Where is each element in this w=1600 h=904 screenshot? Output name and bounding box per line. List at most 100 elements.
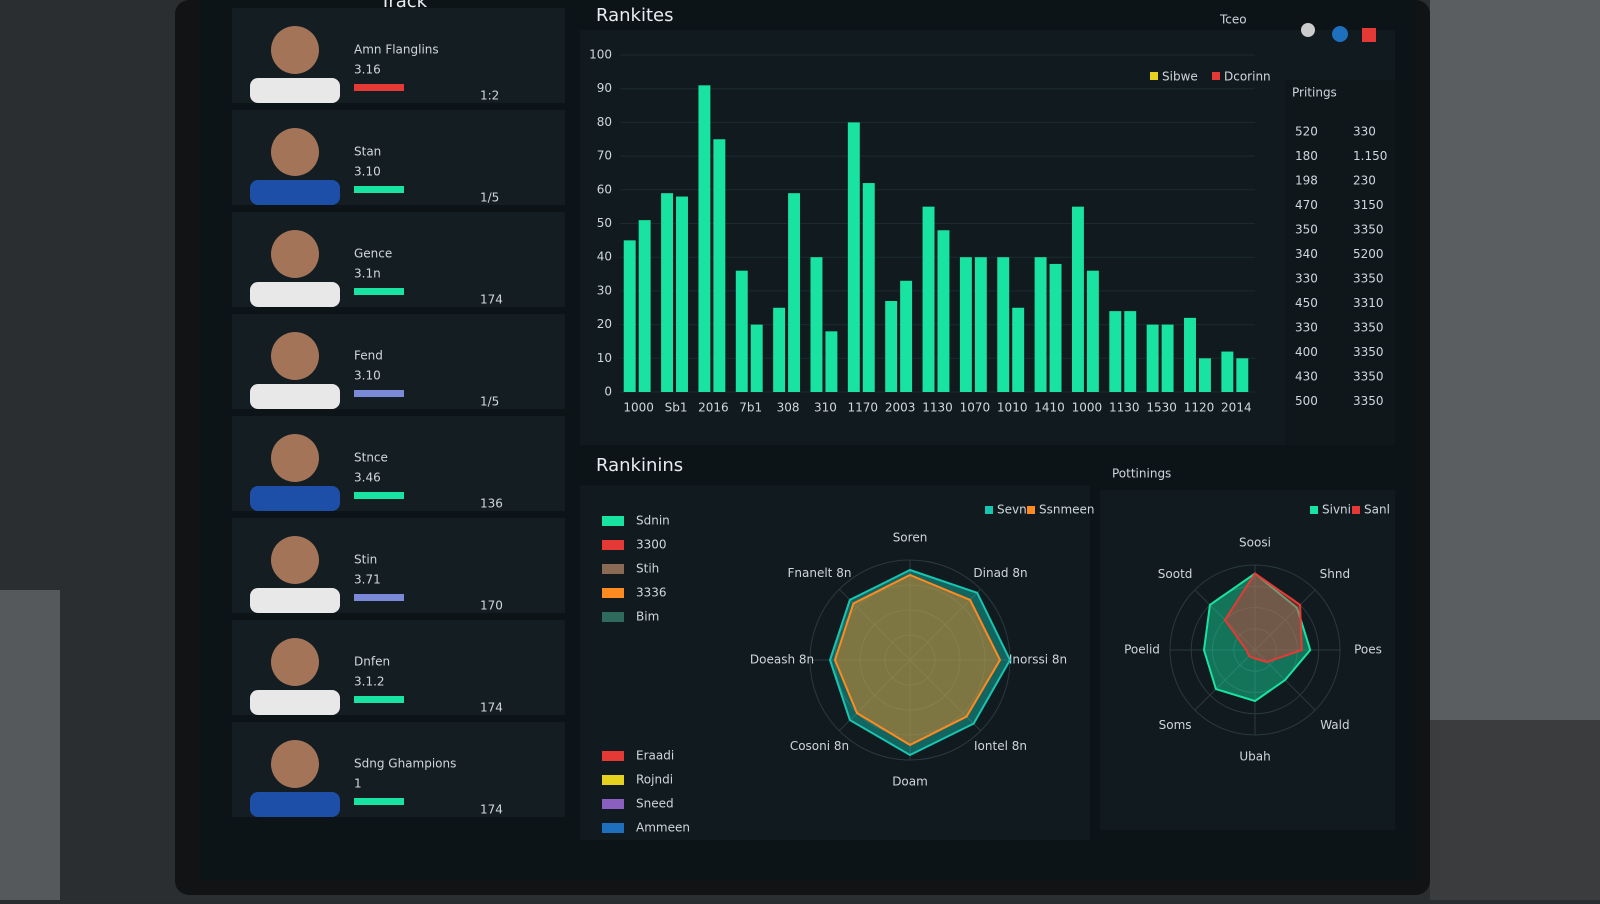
legend-swatch xyxy=(1150,72,1158,80)
player-score: 174 xyxy=(480,803,503,817)
bar xyxy=(862,183,875,392)
radar-area xyxy=(1223,572,1303,664)
icon[interactable] xyxy=(1332,26,1348,42)
y-tick-label: 10 xyxy=(597,351,612,365)
table-cell: 198 xyxy=(1295,174,1318,188)
player-photo-shirt xyxy=(250,792,340,817)
bar xyxy=(1109,311,1122,392)
icon[interactable] xyxy=(1301,23,1315,37)
y-tick-label: 80 xyxy=(597,115,612,129)
radar-axis-label: Fnanelt 8n xyxy=(788,566,852,580)
legend-label: Sivni xyxy=(1322,503,1351,517)
legend-label: Rojndi xyxy=(636,773,673,787)
user-name: Tceo xyxy=(1219,13,1247,27)
player-photo xyxy=(271,434,319,482)
player-rating: 3.46 xyxy=(354,471,381,485)
table-cell: 3350 xyxy=(1353,321,1384,335)
radar-axis-label: Iontel 8n xyxy=(974,739,1027,753)
radar-spoke xyxy=(1194,649,1256,711)
x-tick-label: 2014 xyxy=(1221,401,1252,415)
bar xyxy=(1034,257,1047,392)
legend-label: Sdnin xyxy=(636,514,670,528)
icon[interactable] xyxy=(1362,28,1376,42)
player-score: 174 xyxy=(480,293,503,307)
radar-axis-label: Shnd xyxy=(1320,567,1350,581)
legend-swatch xyxy=(602,799,624,809)
table-cell: 520 xyxy=(1295,125,1318,139)
player-rating: 3.71 xyxy=(354,573,381,587)
legend-swatch xyxy=(985,506,993,514)
radar-axis-label: Doam xyxy=(892,775,928,789)
player-rating: 3.16 xyxy=(354,63,381,77)
x-tick-label: 1120 xyxy=(1184,401,1215,415)
bar xyxy=(1236,358,1249,392)
legend-swatch xyxy=(1027,506,1035,514)
table-cell: 180 xyxy=(1295,149,1318,163)
radar-axis-label: Sootd xyxy=(1158,567,1193,581)
bar xyxy=(735,270,748,392)
player-name: Stin xyxy=(354,553,377,567)
bar xyxy=(750,324,763,392)
legend-label: Ammeen xyxy=(636,821,690,835)
table-cell: 330 xyxy=(1295,321,1318,335)
table-cell: 3350 xyxy=(1353,223,1384,237)
table-cell: 3350 xyxy=(1353,272,1384,286)
player-photo xyxy=(271,26,319,74)
table-cell: 400 xyxy=(1295,345,1318,359)
legend-label: Sibwe xyxy=(1162,70,1198,84)
bar xyxy=(810,257,823,392)
bar xyxy=(773,307,786,392)
books xyxy=(1430,720,1600,900)
bar xyxy=(937,230,950,392)
vase xyxy=(0,590,60,900)
player-photo-shirt xyxy=(250,78,340,103)
x-tick-label: 2016 xyxy=(698,401,729,415)
legend-swatch xyxy=(602,588,624,598)
player-bar xyxy=(354,390,404,397)
player-name: Stan xyxy=(354,145,381,159)
player-rating: 3.1n xyxy=(354,267,381,281)
y-tick-label: 30 xyxy=(597,283,612,297)
legend-swatch xyxy=(602,775,624,785)
legend-swatch xyxy=(602,612,624,622)
radar-axis-label: Poes xyxy=(1354,643,1382,657)
bar xyxy=(900,280,913,392)
player-bar xyxy=(354,288,404,295)
player-photo-shirt xyxy=(250,588,340,613)
bar xyxy=(997,257,1010,392)
player-bar xyxy=(354,492,404,499)
radar-axis-label: Cosoni 8n xyxy=(790,739,849,753)
x-tick-label: 1170 xyxy=(848,401,879,415)
radar2-panel xyxy=(1100,490,1395,830)
player-rating: 3.1.2 xyxy=(354,675,385,689)
x-tick-label: 1410 xyxy=(1034,401,1065,415)
radar1-title: Rankinins xyxy=(596,455,683,476)
y-tick-label: 0 xyxy=(604,385,612,399)
bar xyxy=(1012,307,1025,392)
bar xyxy=(623,240,636,392)
bar xyxy=(974,257,987,392)
legend-label: Stih xyxy=(636,562,659,576)
table-cell: 500 xyxy=(1295,394,1318,408)
bar xyxy=(1198,358,1211,392)
legend-swatch xyxy=(602,516,624,526)
legend-swatch xyxy=(602,751,624,761)
table-cell: 470 xyxy=(1295,198,1318,212)
player-bar xyxy=(354,186,404,193)
player-photo xyxy=(271,230,319,278)
player-bar xyxy=(354,696,404,703)
player-score: 174 xyxy=(480,701,503,715)
player-name: Amn Flanglins xyxy=(354,43,439,57)
table-cell: 3350 xyxy=(1353,345,1384,359)
table-cell: 3350 xyxy=(1353,370,1384,384)
bar xyxy=(922,206,935,392)
player-bar xyxy=(354,798,404,805)
x-tick-label: 1070 xyxy=(960,401,991,415)
radar-spoke xyxy=(909,588,982,661)
player-bar xyxy=(354,84,404,91)
bar xyxy=(713,139,726,392)
x-tick-label: 1130 xyxy=(1109,401,1140,415)
radar-axis-label: Inorssi 8n xyxy=(1009,653,1067,667)
